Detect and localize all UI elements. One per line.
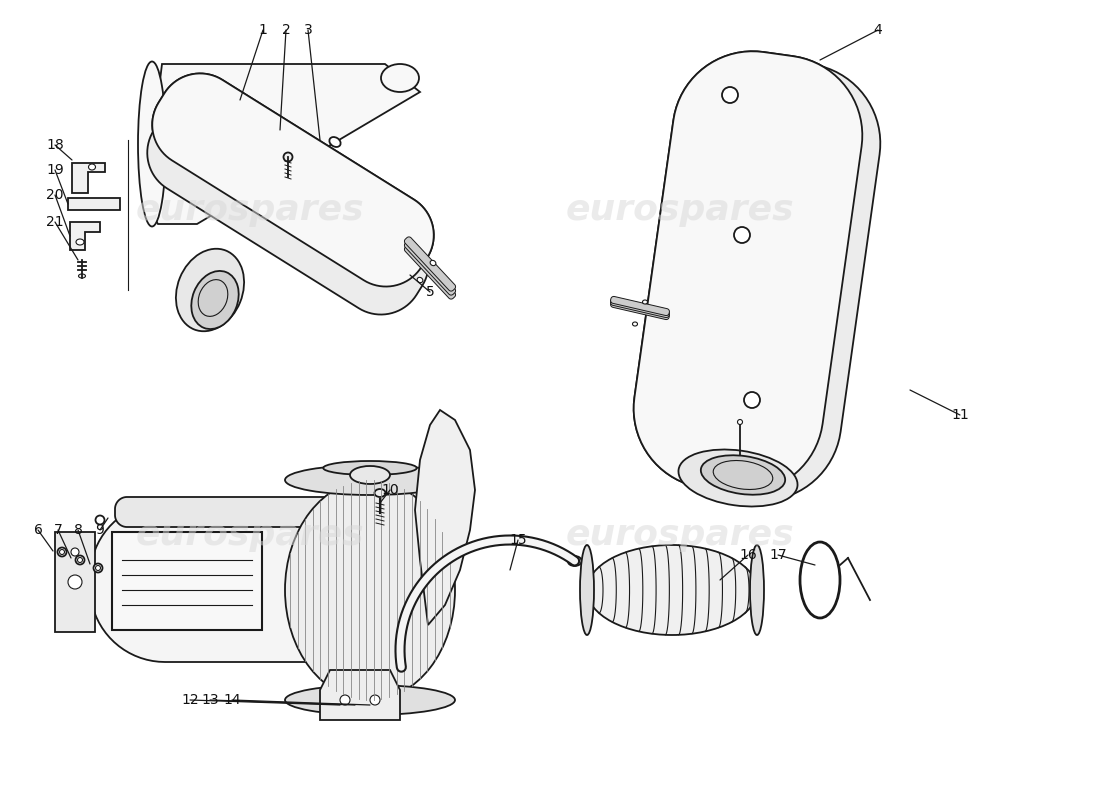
Ellipse shape — [750, 545, 764, 635]
Ellipse shape — [417, 278, 422, 282]
Text: 1: 1 — [258, 23, 267, 37]
Ellipse shape — [285, 685, 455, 715]
Ellipse shape — [94, 563, 102, 573]
Polygon shape — [116, 497, 455, 527]
Ellipse shape — [78, 274, 86, 278]
Text: 12: 12 — [182, 693, 199, 707]
Ellipse shape — [430, 260, 436, 266]
Polygon shape — [112, 532, 262, 630]
Ellipse shape — [568, 556, 582, 566]
Ellipse shape — [350, 466, 390, 484]
Ellipse shape — [77, 558, 82, 562]
Ellipse shape — [679, 450, 798, 506]
Polygon shape — [90, 502, 450, 662]
Polygon shape — [70, 222, 100, 250]
Ellipse shape — [72, 548, 79, 556]
Text: eurospares: eurospares — [135, 518, 364, 552]
Ellipse shape — [587, 545, 757, 635]
Text: 3: 3 — [304, 23, 312, 37]
Ellipse shape — [632, 322, 638, 326]
Text: 21: 21 — [46, 215, 64, 229]
Text: 18: 18 — [46, 138, 64, 152]
Text: eurospares: eurospares — [565, 193, 794, 227]
Ellipse shape — [284, 153, 293, 162]
Polygon shape — [634, 51, 862, 493]
Polygon shape — [55, 532, 95, 632]
Ellipse shape — [96, 566, 100, 570]
Polygon shape — [147, 102, 429, 314]
Text: 14: 14 — [223, 693, 241, 707]
Ellipse shape — [323, 461, 417, 475]
Text: 8: 8 — [74, 523, 82, 537]
Polygon shape — [610, 297, 670, 315]
Text: 13: 13 — [201, 693, 219, 707]
Ellipse shape — [76, 239, 84, 245]
Ellipse shape — [329, 137, 341, 147]
Polygon shape — [152, 74, 433, 286]
Text: 19: 19 — [46, 163, 64, 177]
Ellipse shape — [88, 164, 96, 170]
Ellipse shape — [191, 271, 239, 329]
Text: 20: 20 — [46, 188, 64, 202]
Polygon shape — [405, 245, 455, 299]
Polygon shape — [405, 241, 455, 295]
Text: eurospares: eurospares — [565, 518, 794, 552]
Ellipse shape — [374, 489, 385, 497]
Polygon shape — [68, 198, 120, 210]
Ellipse shape — [340, 695, 350, 705]
Ellipse shape — [285, 465, 455, 495]
Ellipse shape — [737, 419, 742, 425]
Ellipse shape — [722, 87, 738, 103]
Text: 16: 16 — [739, 548, 757, 562]
Ellipse shape — [580, 545, 594, 635]
Polygon shape — [145, 64, 420, 224]
Ellipse shape — [59, 550, 65, 554]
Polygon shape — [610, 301, 670, 319]
Polygon shape — [651, 59, 880, 501]
Ellipse shape — [138, 62, 166, 226]
Polygon shape — [415, 410, 475, 625]
Text: 7: 7 — [54, 523, 63, 537]
Ellipse shape — [701, 455, 785, 494]
Ellipse shape — [285, 480, 455, 700]
Text: 17: 17 — [769, 548, 786, 562]
Ellipse shape — [744, 392, 760, 408]
Ellipse shape — [57, 547, 66, 557]
Polygon shape — [320, 670, 400, 720]
Text: 15: 15 — [509, 533, 527, 547]
Ellipse shape — [176, 249, 244, 331]
Polygon shape — [610, 298, 670, 318]
Text: eurospares: eurospares — [135, 193, 364, 227]
Text: 6: 6 — [34, 523, 43, 537]
Text: 2: 2 — [282, 23, 290, 37]
Polygon shape — [405, 237, 455, 291]
Polygon shape — [72, 163, 104, 193]
Text: 5: 5 — [426, 285, 434, 299]
Text: 11: 11 — [952, 408, 969, 422]
Ellipse shape — [642, 300, 648, 304]
Ellipse shape — [96, 515, 104, 525]
Ellipse shape — [381, 64, 419, 92]
Ellipse shape — [68, 575, 82, 589]
Ellipse shape — [76, 555, 85, 565]
Polygon shape — [634, 51, 862, 493]
Ellipse shape — [734, 227, 750, 243]
Text: 10: 10 — [382, 483, 399, 497]
Text: 4: 4 — [873, 23, 882, 37]
Polygon shape — [152, 74, 433, 286]
Text: 9: 9 — [96, 523, 104, 537]
Ellipse shape — [370, 695, 379, 705]
